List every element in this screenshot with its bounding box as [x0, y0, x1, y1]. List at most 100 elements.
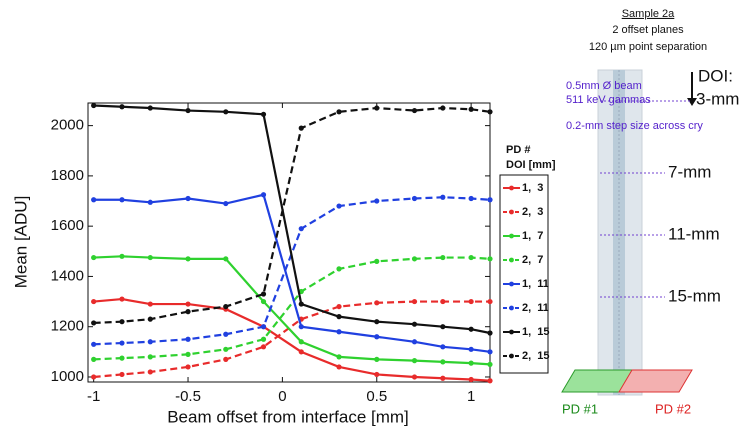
data-point [185, 351, 191, 357]
data-point [440, 254, 446, 261]
data-point [298, 339, 304, 345]
legend-label: 2, 11 [522, 302, 549, 314]
data-point [411, 358, 418, 364]
data-point [336, 266, 342, 272]
sample-label: Sample 2a [622, 8, 675, 20]
doi-label: 11-mm [668, 224, 720, 243]
legend-label: 1, 15 [522, 326, 550, 338]
data-point [147, 339, 153, 345]
data-point [223, 331, 229, 337]
legend-marker [509, 281, 514, 287]
data-point [260, 111, 267, 117]
y-tick-label: 1800 [51, 167, 84, 184]
legend-label: 2, 7 [522, 254, 543, 266]
beam-strip [613, 70, 625, 395]
data-point [487, 330, 493, 336]
legend-label: 1, 7 [522, 230, 543, 242]
legend-marker [509, 257, 514, 263]
data-point [336, 314, 342, 320]
data-point [223, 356, 229, 362]
separation-label: 120 µm point separation [589, 41, 707, 53]
y-tick-label: 1400 [51, 267, 84, 284]
data-point [336, 364, 342, 370]
data-point [185, 336, 191, 342]
data-point [223, 346, 229, 352]
data-point [374, 300, 380, 306]
data-point [147, 354, 153, 360]
data-point [119, 104, 125, 110]
legend-marker [509, 185, 514, 191]
data-point [374, 258, 380, 264]
beam-label: 0.5mm Ø beam [566, 80, 642, 92]
data-point [223, 303, 229, 310]
data-point [468, 326, 474, 332]
data-point [468, 376, 474, 383]
data-point [336, 354, 342, 360]
data-point [147, 316, 153, 322]
data-point [411, 321, 418, 327]
data-point [298, 349, 304, 355]
legend-label: 1, 3 [522, 182, 543, 194]
legend-marker [509, 329, 514, 335]
data-point [440, 194, 446, 200]
data-point [440, 298, 446, 305]
x-tick-label: -0.5 [175, 388, 201, 405]
data-point [468, 346, 474, 352]
data-point [147, 199, 153, 205]
data-point [91, 254, 97, 261]
data-point [185, 256, 191, 262]
data-point [487, 298, 493, 305]
legend-header: DOI [mm] [506, 159, 556, 171]
data-point [298, 301, 304, 307]
data-point [374, 319, 380, 325]
data-point [374, 198, 380, 204]
doi-arrowhead [687, 98, 697, 106]
data-point [487, 109, 493, 115]
data-point [223, 109, 229, 115]
data-point [411, 107, 418, 114]
data-point [336, 203, 342, 209]
y-tick-label: 1600 [51, 217, 84, 234]
data-point [298, 125, 304, 131]
data-point [440, 359, 446, 365]
doi-label: 7-mm [668, 162, 711, 181]
legend-header: PD # [506, 144, 530, 156]
data-point [411, 339, 418, 345]
data-point [440, 324, 446, 330]
legend-box [499, 174, 549, 374]
y-tick-label: 2000 [51, 117, 84, 134]
legend-marker [509, 353, 514, 359]
data-point [91, 298, 97, 305]
data-point [91, 320, 97, 326]
data-point [119, 355, 125, 361]
data-point [260, 192, 267, 198]
legend-label: 1, 11 [522, 278, 549, 290]
x-tick-label: 0.5 [366, 388, 387, 405]
data-point [91, 374, 97, 380]
data-point [185, 195, 191, 202]
data-point [147, 369, 153, 375]
data-point [411, 374, 418, 380]
x-tick-label: 1 [467, 388, 475, 405]
data-point [374, 334, 380, 340]
data-point [487, 197, 493, 203]
data-point [411, 256, 418, 262]
data-point [223, 200, 229, 207]
data-point [185, 364, 191, 370]
data-point [147, 105, 153, 111]
step-label: 0.2-mm step size across cry [566, 120, 703, 132]
data-point [185, 301, 191, 307]
planes-label: 2 offset planes [612, 24, 684, 36]
legend-marker [509, 209, 514, 215]
data-point [487, 378, 493, 384]
data-point [91, 102, 97, 109]
x-axis-label: Beam offset from interface [mm] [167, 407, 409, 426]
data-point [374, 371, 380, 378]
data-point [119, 319, 125, 325]
doi-title: DOI: [698, 66, 733, 85]
crystal-diagram: Sample 2a 2 offset planes 120 µm point s… [561, 8, 739, 416]
data-point [260, 336, 267, 342]
gammas-label: 511 keV gammas [566, 94, 651, 106]
data-point [298, 226, 304, 232]
data-point [119, 371, 125, 378]
